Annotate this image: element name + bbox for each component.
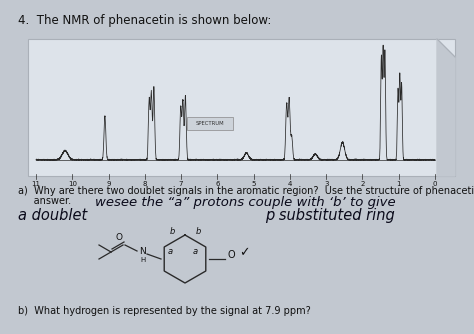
Text: 2: 2 [360, 181, 365, 187]
Text: a doublet: a doublet [18, 208, 87, 223]
Text: 1: 1 [396, 181, 401, 187]
Text: SPECTRUM: SPECTRUM [196, 121, 224, 126]
Text: b: b [169, 226, 175, 235]
Text: ✓: ✓ [239, 246, 249, 260]
Text: N: N [140, 246, 146, 256]
Text: 4: 4 [288, 181, 292, 187]
Text: 10: 10 [68, 181, 77, 187]
Text: a: a [167, 247, 173, 257]
Text: p substituted ring: p substituted ring [265, 208, 395, 223]
Text: b)  What hydrogen is represented by the signal at 7.9 ppm?: b) What hydrogen is represented by the s… [18, 306, 311, 316]
FancyBboxPatch shape [187, 117, 233, 130]
Text: 4.  The NMR of phenacetin is shown below:: 4. The NMR of phenacetin is shown below: [18, 14, 272, 27]
Text: O: O [227, 250, 235, 260]
Text: 6: 6 [215, 181, 219, 187]
Text: 5: 5 [251, 181, 256, 187]
Text: H: H [140, 257, 146, 263]
Text: a: a [192, 247, 198, 257]
Polygon shape [437, 39, 455, 176]
Text: 7: 7 [179, 181, 183, 187]
Text: a)  Why are there two doublet signals in the aromatic region?  Use the structure: a) Why are there two doublet signals in … [18, 186, 474, 196]
Text: 3: 3 [324, 181, 328, 187]
Bar [28, 39, 455, 176]
Text: O: O [116, 232, 122, 241]
Text: 9: 9 [106, 181, 111, 187]
Text: 0: 0 [433, 181, 437, 187]
Text: 8: 8 [143, 181, 147, 187]
Text: 11: 11 [31, 181, 40, 187]
Text: b: b [195, 226, 201, 235]
Text: wesee the “a” protons couple with ‘b’ to give: wesee the “a” protons couple with ‘b’ to… [95, 196, 396, 209]
Text: answer.: answer. [18, 196, 71, 206]
